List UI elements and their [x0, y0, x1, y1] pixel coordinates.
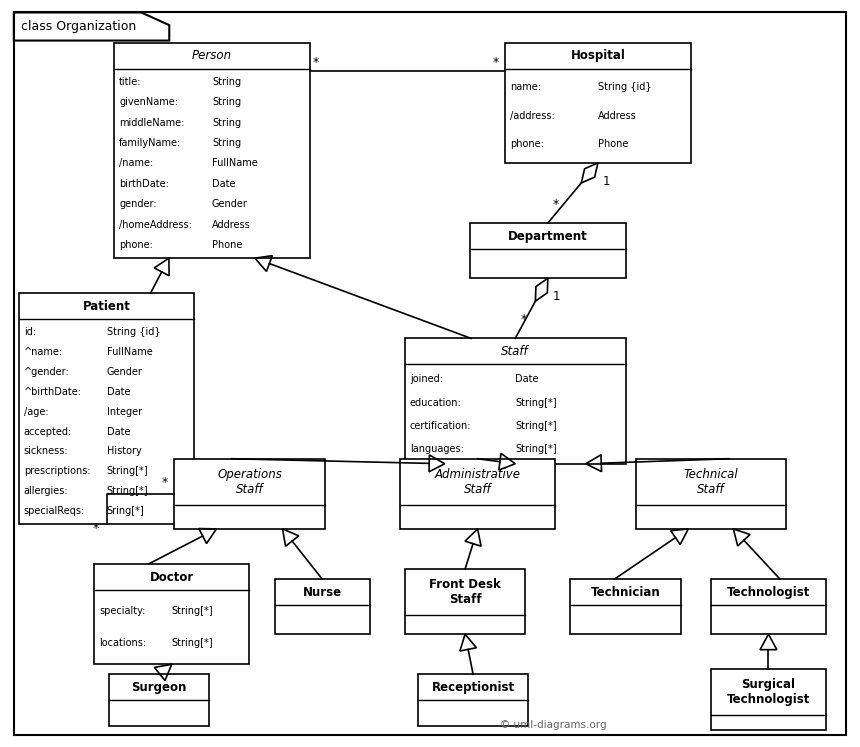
- Text: String[*]: String[*]: [515, 397, 557, 408]
- Text: String: String: [212, 117, 241, 128]
- Text: phone:: phone:: [510, 140, 544, 149]
- Text: 1: 1: [603, 175, 611, 188]
- Text: Phone: Phone: [598, 140, 629, 149]
- Text: Hospital: Hospital: [570, 49, 625, 62]
- Text: String {id}: String {id}: [598, 82, 652, 92]
- Text: Front Desk
Staff: Front Desk Staff: [429, 578, 501, 606]
- Text: *: *: [553, 198, 559, 211]
- Text: Technologist: Technologist: [727, 586, 810, 598]
- Text: ^name:: ^name:: [24, 347, 63, 357]
- Text: allergies:: allergies:: [24, 486, 69, 496]
- Bar: [400, 459, 556, 529]
- Text: languages:: languages:: [410, 444, 464, 453]
- Text: Staff: Staff: [501, 345, 529, 358]
- Text: *: *: [93, 522, 99, 535]
- Text: Address: Address: [212, 220, 250, 229]
- Text: String[*]: String[*]: [172, 606, 213, 616]
- Text: String[*]: String[*]: [515, 444, 557, 453]
- Text: Nurse: Nurse: [303, 586, 341, 598]
- Text: *: *: [161, 476, 168, 489]
- Text: String: String: [212, 77, 241, 87]
- Text: 1: 1: [553, 291, 561, 303]
- Text: FullName: FullName: [212, 158, 258, 168]
- Text: phone:: phone:: [120, 240, 153, 250]
- Bar: [274, 579, 370, 634]
- Bar: [405, 569, 525, 634]
- Text: title:: title:: [120, 77, 142, 87]
- Text: joined:: joined:: [410, 374, 443, 385]
- Text: Date: Date: [515, 374, 538, 385]
- Text: class Organization: class Organization: [22, 20, 137, 33]
- Text: History: History: [107, 447, 141, 456]
- Text: name:: name:: [510, 82, 541, 92]
- Text: Technician: Technician: [591, 586, 660, 598]
- Text: String: String: [212, 97, 241, 108]
- Text: Address: Address: [598, 111, 636, 121]
- Bar: [711, 669, 826, 730]
- Text: birthDate:: birthDate:: [120, 179, 169, 189]
- Text: middleName:: middleName:: [120, 117, 185, 128]
- Text: prescriptions:: prescriptions:: [24, 466, 90, 477]
- Text: Technical
Staff: Technical Staff: [684, 468, 738, 496]
- Text: Doctor: Doctor: [150, 571, 194, 583]
- Bar: [570, 579, 681, 634]
- Text: Integer: Integer: [107, 406, 142, 417]
- Text: String: String: [212, 138, 241, 148]
- Bar: [19, 294, 194, 524]
- Bar: [505, 43, 691, 163]
- Text: String {id}: String {id}: [107, 327, 160, 337]
- Text: ^birthDate:: ^birthDate:: [24, 387, 82, 397]
- Text: *: *: [492, 55, 499, 69]
- Text: Administrative
Staff: Administrative Staff: [434, 468, 520, 496]
- Bar: [405, 338, 625, 464]
- Text: Phone: Phone: [212, 240, 243, 250]
- Text: Receptionist: Receptionist: [432, 681, 514, 694]
- Text: id:: id:: [24, 327, 36, 337]
- Text: Gender: Gender: [212, 199, 248, 209]
- Text: Date: Date: [107, 427, 130, 436]
- Text: Gender: Gender: [107, 367, 143, 377]
- Bar: [470, 223, 625, 278]
- Text: String[*]: String[*]: [107, 466, 148, 477]
- Bar: [418, 675, 528, 727]
- Text: /name:: /name:: [120, 158, 153, 168]
- Text: specialReqs:: specialReqs:: [24, 506, 85, 516]
- Text: familyName:: familyName:: [120, 138, 181, 148]
- Text: gender:: gender:: [120, 199, 157, 209]
- Text: locations:: locations:: [99, 639, 146, 648]
- Text: Patient: Patient: [83, 300, 131, 313]
- Text: Date: Date: [107, 387, 130, 397]
- Bar: [175, 459, 325, 529]
- Text: Surgical
Technologist: Surgical Technologist: [727, 678, 810, 707]
- Text: specialty:: specialty:: [99, 606, 145, 616]
- Text: givenName:: givenName:: [120, 97, 178, 108]
- Bar: [114, 43, 310, 258]
- Text: education:: education:: [410, 397, 462, 408]
- Text: sickness:: sickness:: [24, 447, 69, 456]
- Bar: [711, 579, 826, 634]
- Text: Department: Department: [508, 229, 587, 243]
- Text: /age:: /age:: [24, 406, 48, 417]
- Text: FullName: FullName: [107, 347, 152, 357]
- Text: *: *: [313, 55, 319, 69]
- Text: Operations
Staff: Operations Staff: [217, 468, 282, 496]
- Text: © uml-diagrams.org: © uml-diagrams.org: [501, 719, 607, 730]
- Bar: [109, 675, 209, 727]
- Text: /homeAddress:: /homeAddress:: [120, 220, 192, 229]
- Text: *: *: [520, 313, 526, 326]
- Bar: [636, 459, 786, 529]
- Text: /address:: /address:: [510, 111, 555, 121]
- Text: Person: Person: [192, 49, 232, 62]
- Text: certification:: certification:: [410, 421, 471, 431]
- Text: Date: Date: [212, 179, 236, 189]
- Text: String[*]: String[*]: [107, 486, 148, 496]
- Text: accepted:: accepted:: [24, 427, 72, 436]
- Text: Surgeon: Surgeon: [132, 681, 187, 694]
- Text: Sring[*]: Sring[*]: [107, 506, 144, 516]
- Text: ^gender:: ^gender:: [24, 367, 70, 377]
- Text: String[*]: String[*]: [172, 639, 213, 648]
- Bar: [94, 564, 249, 664]
- Text: String[*]: String[*]: [515, 421, 557, 431]
